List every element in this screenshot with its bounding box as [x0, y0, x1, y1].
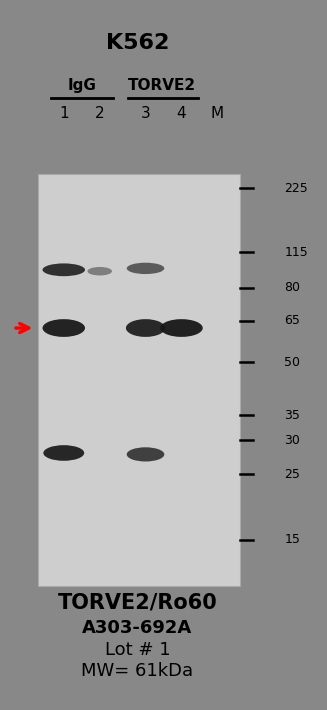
Text: 3: 3 [141, 106, 150, 121]
Text: 30: 30 [284, 434, 301, 447]
Text: K562: K562 [106, 33, 169, 53]
Text: 2: 2 [95, 106, 105, 121]
Ellipse shape [43, 319, 85, 337]
Text: 225: 225 [284, 182, 308, 195]
Text: 115: 115 [284, 246, 308, 258]
Text: 65: 65 [284, 315, 301, 327]
Text: M: M [211, 106, 224, 121]
Text: 25: 25 [284, 468, 301, 481]
Text: TORVE2: TORVE2 [128, 77, 196, 93]
Ellipse shape [126, 319, 165, 337]
Text: 35: 35 [284, 409, 301, 422]
Ellipse shape [127, 263, 164, 274]
Text: 4: 4 [177, 106, 186, 121]
Ellipse shape [88, 267, 112, 275]
Text: TORVE2/Ro60: TORVE2/Ro60 [58, 592, 217, 612]
Text: A303-692A: A303-692A [82, 619, 193, 637]
Ellipse shape [160, 319, 203, 337]
Ellipse shape [127, 447, 164, 462]
Text: 80: 80 [284, 281, 301, 294]
Text: IgG: IgG [67, 77, 96, 93]
Text: 1: 1 [59, 106, 69, 121]
Text: Lot # 1: Lot # 1 [105, 641, 170, 659]
Bar [38, 174, 240, 586]
Ellipse shape [43, 445, 84, 461]
Text: 15: 15 [284, 533, 301, 546]
Ellipse shape [43, 263, 85, 276]
Text: MW= 61kDa: MW= 61kDa [81, 662, 193, 680]
Text: 50: 50 [284, 356, 301, 368]
